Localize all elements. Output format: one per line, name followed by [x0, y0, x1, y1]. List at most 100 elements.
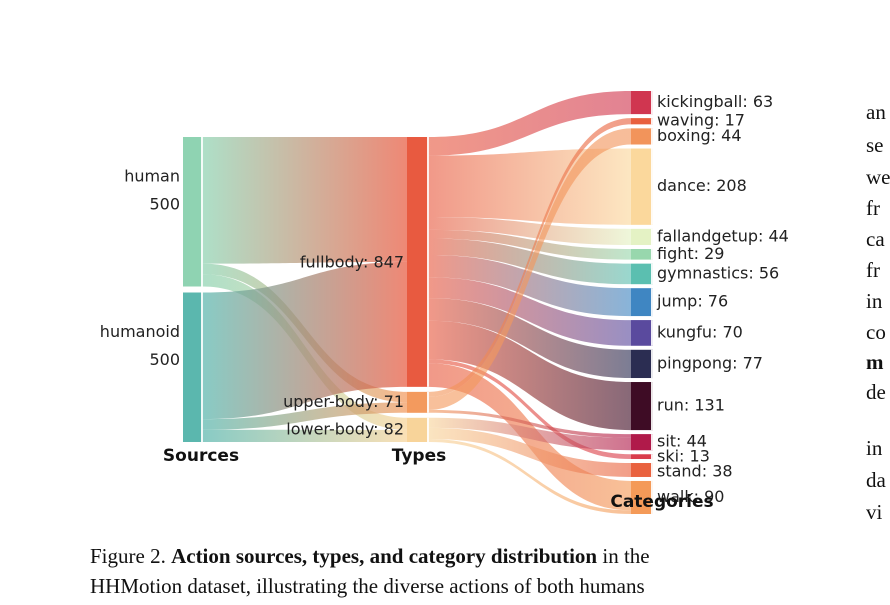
adjacent-column-text: an se we fr ca fr in co m de in da vi	[866, 0, 890, 605]
node-lower-body	[407, 417, 429, 442]
category-label-walk: walk: 90	[657, 487, 724, 506]
source-value-human: 500	[149, 194, 180, 213]
flow-fullbody-kungfu	[429, 277, 631, 346]
node-waving	[631, 118, 653, 125]
flow-fullbody-fallandgetup	[429, 216, 631, 245]
node-edge-fight	[651, 248, 653, 260]
node-edge-gymnastics	[651, 263, 653, 285]
flow-lower-body-stand	[429, 427, 631, 477]
category-label-kungfu: kungfu: 70	[657, 322, 743, 341]
flow-fullbody-jump	[429, 255, 631, 317]
flow-humanoid-lower-body	[203, 429, 407, 442]
source-label-human: human	[124, 166, 180, 185]
side-fragment: we	[866, 165, 890, 189]
node-edge-sit	[651, 434, 653, 451]
node-edge-lower-body	[427, 417, 429, 442]
side-fragment: co	[866, 320, 886, 344]
category-label-stand: stand: 38	[657, 462, 733, 481]
flow-fullbody-run	[429, 320, 631, 431]
side-fragment: vi	[866, 500, 883, 524]
type-label-lower-body: lower-body: 82	[286, 419, 404, 438]
column-title-sources: Sources	[163, 446, 239, 466]
node-edge-upper-body	[427, 391, 429, 413]
flow-lower-body-walk	[429, 439, 631, 514]
side-fragment: fr	[866, 258, 880, 282]
side-fragment: da	[866, 468, 886, 492]
node-humanoid	[183, 292, 203, 442]
caption-prefix: Figure 2.	[90, 544, 172, 568]
category-label-fallandgetup: fallandgetup: 44	[657, 226, 789, 245]
category-label-waving: waving: 17	[657, 111, 745, 130]
side-fragment: in	[866, 436, 883, 460]
category-label-dance: dance: 208	[657, 176, 747, 195]
caption-line2: HHMotion dataset, illustrating the diver…	[90, 574, 645, 598]
node-edge-jump	[651, 288, 653, 317]
flow-humanoid-fullbody	[203, 261, 407, 420]
flow-fullbody-fight	[429, 229, 631, 260]
category-label-jump: jump: 76	[656, 292, 728, 311]
node-human	[183, 137, 203, 287]
node-fight	[631, 248, 653, 260]
node-boxing	[631, 128, 653, 145]
sankey-nodes	[183, 91, 653, 514]
column-title-categories: Categories	[610, 492, 713, 512]
node-edge-pingpong	[651, 349, 653, 379]
caption-bold: Action sources, types, and category dist…	[171, 544, 598, 568]
caption-rest: in the	[597, 544, 650, 568]
node-edge-walk	[651, 480, 653, 514]
side-fragment: in	[866, 289, 883, 313]
flow-upper-body-sit	[429, 409, 631, 438]
node-run	[631, 382, 653, 431]
side-fragment: m	[866, 350, 884, 374]
node-edge-fallandgetup	[651, 228, 653, 245]
node-edge-ski	[651, 454, 653, 460]
column-title-types: Types	[392, 446, 446, 466]
node-sit	[631, 434, 653, 451]
node-upper-body	[407, 391, 429, 413]
node-edge-dance	[651, 148, 653, 225]
node-dance	[631, 148, 653, 225]
side-fragment: an	[866, 100, 886, 124]
source-label-humanoid: humanoid	[100, 322, 180, 341]
category-label-ski: ski: 13	[657, 447, 710, 466]
category-label-pingpong: pingpong: 77	[657, 353, 763, 372]
node-edge-boxing	[651, 128, 653, 145]
node-jump	[631, 288, 653, 317]
figure-caption: Figure 2. Action sources, types, and cat…	[90, 541, 810, 601]
node-edge-kickingball	[651, 91, 653, 115]
category-label-fight: fight: 29	[657, 244, 724, 263]
flow-humanoid-upper-body	[203, 402, 407, 430]
node-edge-run	[651, 382, 653, 431]
flow-upper-body-waving	[429, 118, 631, 397]
node-gymnastics	[631, 263, 653, 285]
flow-human-fullbody	[203, 137, 407, 264]
node-pingpong	[631, 349, 653, 379]
flow-upper-body-boxing	[429, 128, 631, 410]
side-fragment: fr	[866, 196, 880, 220]
category-label-gymnastics: gymnastics: 56	[657, 263, 779, 282]
flow-fullbody-gymnastics	[429, 238, 631, 285]
node-edge-human	[201, 137, 203, 287]
sankey-labels: human 500 humanoid 500 fullbody: 847 upper-bo…	[100, 92, 789, 512]
type-label-fullbody: fullbody: 847	[300, 253, 404, 272]
node-edge-humanoid	[201, 292, 203, 442]
type-category-links	[429, 91, 631, 514]
flow-fullbody-dance	[429, 148, 631, 225]
type-label-upper-body: upper-body: 71	[283, 392, 404, 411]
node-stand	[631, 463, 653, 477]
node-fallandgetup	[631, 228, 653, 245]
category-label-sit: sit: 44	[657, 432, 707, 451]
side-fragment: se	[866, 133, 884, 157]
node-edge-waving	[651, 118, 653, 125]
side-fragment: ca	[866, 227, 885, 251]
source-type-links	[203, 137, 407, 442]
node-edge-stand	[651, 463, 653, 477]
node-ski	[631, 454, 653, 460]
flow-fullbody-ski	[429, 359, 631, 460]
node-fullbody	[407, 137, 429, 387]
category-label-run: run: 131	[657, 396, 725, 415]
node-edge-fullbody	[427, 137, 429, 387]
flow-fullbody-pingpong	[429, 298, 631, 379]
node-edge-kungfu	[651, 320, 653, 346]
sankey-chart: human 500 humanoid 500 fullbody: 847 upper-bo…	[100, 91, 789, 514]
